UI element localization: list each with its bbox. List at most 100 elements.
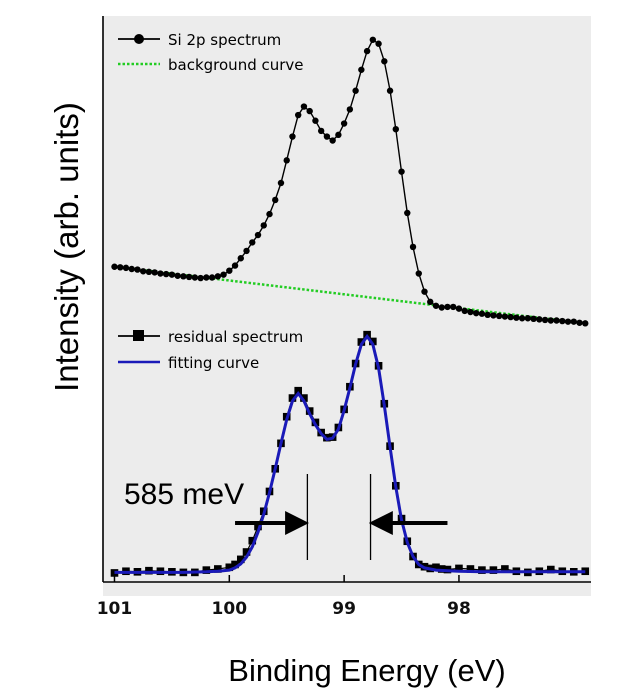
x-tick-label: 98: [447, 599, 471, 619]
data-point-residual: [254, 522, 262, 531]
legend-top: Si 2p spectrum background curve: [118, 31, 304, 74]
data-point-residual: [202, 566, 211, 574]
x-tick-label: 99: [332, 599, 356, 619]
data-point-si2p: [427, 298, 434, 306]
data-point-si2p: [582, 320, 589, 327]
data-point-residual: [248, 536, 257, 545]
data-point-residual: [489, 566, 498, 574]
data-point-si2p: [157, 270, 164, 277]
data-point-si2p: [484, 311, 491, 319]
x-ticks: 101 100 99 98: [97, 575, 471, 619]
data-point-si2p: [398, 168, 405, 175]
data-point-si2p: [300, 103, 308, 110]
data-point-si2p: [180, 273, 187, 280]
data-point-si2p: [576, 319, 583, 326]
series-layer: [110, 36, 590, 577]
data-point-si2p: [461, 307, 468, 315]
data-point-si2p: [490, 312, 497, 319]
data-point-si2p: [128, 265, 135, 273]
data-point-si2p: [363, 47, 371, 55]
data-point-residual: [432, 563, 440, 572]
data-point-si2p: [111, 263, 118, 270]
plot-panel: [103, 16, 591, 596]
data-point-si2p: [467, 308, 474, 316]
data-point-si2p: [203, 274, 210, 281]
legend-label-fitting: fitting curve: [168, 354, 259, 372]
data-point-residual: [110, 569, 119, 577]
data-point-si2p: [151, 269, 158, 276]
legend-marker-si2p: [134, 34, 144, 44]
data-point-si2p: [524, 315, 532, 322]
data-point-si2p: [547, 317, 555, 324]
data-point-si2p: [134, 266, 141, 273]
data-point-si2p: [185, 273, 193, 281]
data-point-si2p: [243, 247, 250, 255]
data-point-si2p: [346, 106, 354, 113]
data-point-si2p: [358, 66, 365, 73]
data-point-si2p: [145, 268, 153, 276]
data-point-si2p: [168, 271, 176, 278]
data-point-residual: [501, 565, 509, 573]
data-point-si2p: [369, 36, 377, 43]
x-tick-label: 100: [212, 599, 248, 619]
data-point-si2p: [455, 305, 463, 312]
data-point-si2p: [392, 126, 399, 133]
series-line-si2p: [114, 38, 586, 324]
data-point-si2p: [260, 222, 267, 229]
data-point-si2p: [472, 309, 480, 317]
data-point-si2p: [254, 231, 262, 239]
data-point-residual: [242, 548, 251, 556]
data-point-si2p: [277, 179, 285, 187]
data-point-si2p: [139, 268, 147, 275]
data-point-si2p: [174, 272, 181, 279]
data-point-residual: [225, 563, 234, 572]
data-point-si2p: [191, 274, 199, 281]
data-point-si2p: [249, 239, 256, 246]
data-point-si2p: [518, 315, 526, 322]
data-point-si2p: [541, 316, 549, 324]
legend-marker-residual: [133, 330, 144, 341]
data-point-si2p: [536, 316, 543, 323]
data-point-si2p: [507, 313, 514, 321]
fwhm-label: 585 meV: [124, 478, 244, 511]
data-point-si2p: [352, 87, 359, 94]
data-point-si2p: [513, 314, 520, 321]
data-point-si2p: [122, 264, 130, 272]
data-point-residual: [231, 560, 239, 569]
data-point-si2p: [295, 111, 302, 119]
data-point-si2p: [231, 262, 239, 269]
data-point-si2p: [564, 318, 572, 325]
x-tick-label: 101: [97, 599, 133, 619]
data-point-si2p: [266, 210, 273, 218]
legend-label-residual: residual spectrum: [168, 328, 303, 346]
x-axis-title: Binding Energy (eV): [228, 653, 505, 688]
legend-mid: residual spectrum fitting curve: [118, 328, 303, 372]
data-point-si2p: [409, 243, 417, 251]
legend-label-si2p: Si 2p spectrum: [168, 31, 281, 49]
data-point-residual: [145, 566, 153, 575]
data-point-si2p: [559, 317, 566, 325]
data-point-si2p: [553, 317, 560, 324]
data-point-si2p: [501, 313, 509, 320]
data-point-si2p: [289, 133, 296, 140]
data-point-si2p: [444, 303, 451, 311]
data-point-si2p: [197, 274, 204, 282]
data-point-si2p: [220, 271, 227, 278]
data-point-si2p: [283, 157, 290, 164]
data-point-si2p: [162, 270, 170, 278]
data-point-residual: [214, 565, 222, 573]
data-point-si2p: [237, 255, 244, 262]
data-point-residual: [547, 565, 555, 574]
annotation-layer: 585 meV: [124, 474, 448, 560]
data-point-residual: [294, 386, 302, 395]
data-point-si2p: [329, 137, 336, 144]
data-point-si2p: [530, 315, 537, 323]
data-point-si2p: [450, 303, 457, 311]
data-point-si2p: [340, 120, 348, 127]
data-point-si2p: [208, 274, 216, 281]
data-point-si2p: [335, 131, 342, 139]
data-point-si2p: [432, 302, 440, 309]
data-point-si2p: [226, 267, 233, 274]
data-point-si2p: [375, 40, 382, 47]
data-point-residual: [369, 337, 377, 346]
